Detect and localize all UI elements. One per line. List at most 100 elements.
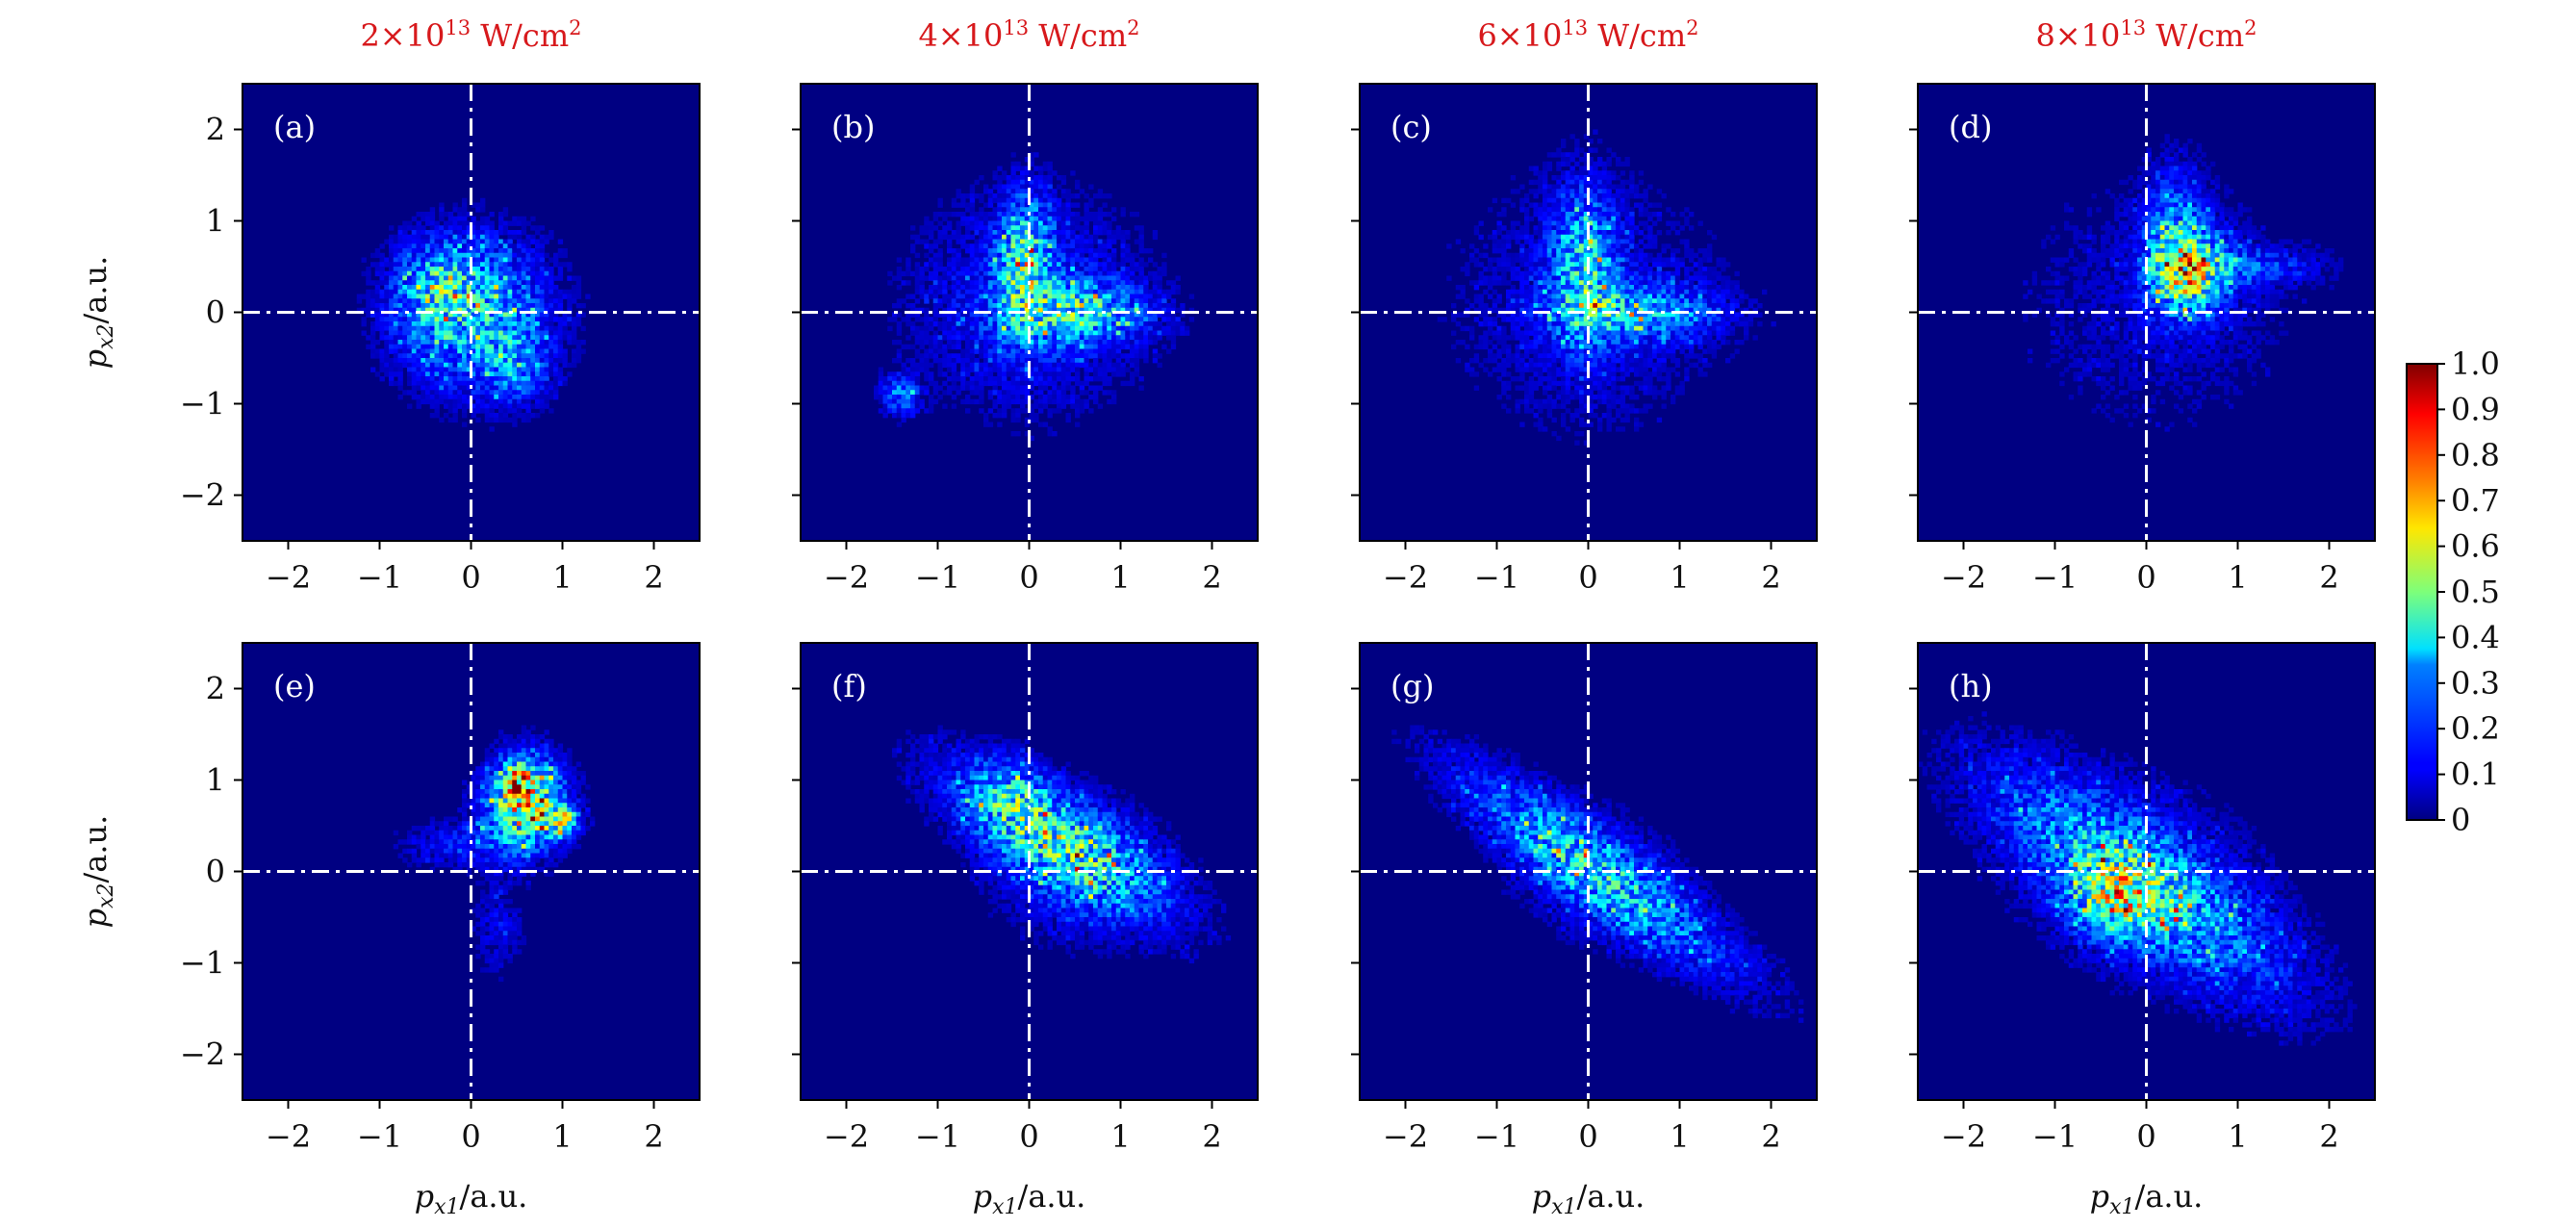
- colorbar-tick-label: 0.4: [2451, 619, 2500, 655]
- colorbar: 1.0 0.9 0.8 0.7 0.6 0.5 0.4 0.3 0.2 0.1 0: [2406, 345, 2500, 838]
- colorbar-tick-label: 0.2: [2451, 710, 2500, 747]
- x-tick-label: 2: [1202, 1118, 1221, 1155]
- x-tick-label: −1: [2032, 559, 2078, 596]
- panel-c: (c) −2 −1 0 1 2: [1351, 83, 1818, 596]
- x-tick-label: 0: [2136, 559, 2155, 596]
- x-tick-label: 2: [2319, 559, 2338, 596]
- x-tick-label: −1: [915, 559, 960, 596]
- panel-label: (c): [1390, 109, 1432, 145]
- x-tick-label: −2: [1383, 559, 1428, 596]
- x-tick-label: 0: [2136, 1118, 2155, 1155]
- x-axis-label: px1/a.u.: [973, 1178, 1086, 1219]
- x-tick-label: 0: [1019, 1118, 1038, 1155]
- x-tick-label: 2: [644, 1118, 663, 1155]
- y-tick-label: 2: [206, 671, 225, 707]
- x-tick-label: 2: [2319, 1118, 2338, 1155]
- heatmap-cells: [892, 725, 1232, 964]
- x-tick-label: 1: [2228, 1118, 2247, 1155]
- heatmap-cells: [874, 152, 1195, 442]
- x-tick-label: 0: [461, 559, 480, 596]
- x-tick-label: 2: [1761, 559, 1780, 596]
- x-tick-label: 1: [2228, 559, 2247, 596]
- x-tick-label: −2: [266, 559, 311, 596]
- x-tick-label: 0: [461, 1118, 480, 1155]
- y-tick-label: 1: [206, 762, 225, 799]
- x-axis-label: px1/a.u.: [415, 1178, 528, 1219]
- y-tick-label: −2: [180, 477, 225, 514]
- x-tick-label: 1: [1670, 559, 1689, 596]
- x-tick-label: −1: [357, 559, 402, 596]
- y-tick-label: 1: [206, 203, 225, 240]
- panel-f: (f) −2 −1 0 1 2 px1/a.u.: [792, 642, 1259, 1219]
- column-title-3: 6×1013 W/cm2: [1477, 16, 1698, 54]
- colorbar-tick-label: 0.9: [2451, 391, 2500, 427]
- panel-label: (e): [273, 668, 316, 704]
- heatmap-cells: [356, 197, 591, 432]
- x-tick-label: 1: [1110, 1118, 1130, 1155]
- x-tick-label: 1: [552, 1118, 572, 1155]
- panel-label: (a): [273, 109, 316, 145]
- heatmap-cells: [1437, 129, 1776, 446]
- panel-g: (g) −2 −1 0 1 2 px1/a.u.: [1351, 642, 1818, 1219]
- heatmap-cells: [2023, 134, 2344, 432]
- panel-a: (a) −2 −1 0 1 2 2 1 0 −1 −2 px2/a.u.: [77, 83, 701, 596]
- x-tick-label: 2: [1761, 1118, 1780, 1155]
- x-axis-label: px1/a.u.: [1532, 1178, 1645, 1219]
- x-tick-label: −1: [1474, 559, 1519, 596]
- heatmap-cells: [393, 725, 596, 983]
- panel-label: (b): [831, 109, 875, 145]
- colorbar-tick-label: 0.8: [2451, 437, 2500, 473]
- panel-label: (f): [831, 668, 867, 704]
- colorbar-tick-label: 0.6: [2451, 528, 2500, 565]
- y-tick-label: 2: [206, 112, 225, 148]
- y-axis-label: px2/a.u.: [77, 256, 118, 370]
- x-tick-label: −2: [1383, 1118, 1428, 1155]
- panel-b: (b) −2 −1 0 1 2: [792, 83, 1259, 596]
- panel-label: (g): [1390, 668, 1434, 704]
- y-tick-label: 0: [206, 294, 225, 331]
- colorbar-tick-label: 1.0: [2451, 345, 2500, 382]
- x-tick-label: −1: [357, 1118, 402, 1155]
- x-tick-label: −1: [915, 1118, 960, 1155]
- panel-label: (d): [1949, 109, 1992, 145]
- y-tick-label: 0: [206, 854, 225, 890]
- x-tick-label: 0: [1019, 559, 1038, 596]
- panel-label: (h): [1949, 668, 1993, 704]
- colorbar-tick-label: 0.7: [2451, 482, 2500, 519]
- x-tick-label: −1: [2032, 1118, 2078, 1155]
- x-tick-label: 0: [1578, 559, 1597, 596]
- colorbar-gradient: [2406, 363, 2438, 821]
- x-tick-label: 2: [644, 559, 663, 596]
- colorbar-tick-label: 0.5: [2451, 574, 2500, 610]
- heatmap-cells: [1918, 711, 2358, 1046]
- x-tick-label: −2: [1941, 559, 1986, 596]
- panel-e: (e) −2 −1 0 1 2 2 1 0 −1 −2 px1/a.u. px2/a.u.: [77, 642, 701, 1219]
- y-tick-label: −1: [180, 386, 225, 422]
- y-tick-label: −2: [180, 1036, 225, 1073]
- colorbar-tick-label: 0: [2451, 802, 2470, 838]
- colorbar-tick-label: 0.3: [2451, 665, 2500, 702]
- column-title-1: 2×1013 W/cm2: [360, 16, 581, 54]
- x-tick-label: −2: [266, 1118, 311, 1155]
- colorbar-tick-label: 0.1: [2451, 756, 2500, 793]
- x-tick-label: 1: [1110, 559, 1130, 596]
- column-title-4: 8×1013 W/cm2: [2035, 16, 2257, 54]
- x-tick-label: 2: [1202, 559, 1221, 596]
- column-titles: 2×1013 W/cm2 4×1013 W/cm2 6×1013 W/cm2 8×10…: [360, 16, 2257, 54]
- x-tick-label: −2: [824, 559, 869, 596]
- y-tick-label: −1: [180, 945, 225, 982]
- x-tick-label: −1: [1474, 1118, 1519, 1155]
- heatmap-panels: (a) −2 −1 0 1 2 2 1 0 −1 −2 px2/a.u. (b) −2 −1 0 1 2 (c) −2…: [77, 83, 2376, 1219]
- panel-h: (h) −2 −1 0 1 2 px1/a.u.: [1909, 642, 2376, 1219]
- panel-d: (d) −2 −1 0 1 2: [1909, 83, 2376, 596]
- x-tick-label: 0: [1578, 1118, 1597, 1155]
- x-tick-label: 1: [552, 559, 572, 596]
- y-axis-label: px2/a.u.: [77, 815, 118, 929]
- x-tick-label: 1: [1670, 1118, 1689, 1155]
- column-title-2: 4×1013 W/cm2: [918, 16, 1139, 54]
- heatmap-cells: [1391, 725, 1804, 1023]
- x-axis-label: px1/a.u.: [2090, 1178, 2204, 1219]
- x-tick-label: −2: [1941, 1118, 1986, 1155]
- x-tick-label: −2: [824, 1118, 869, 1155]
